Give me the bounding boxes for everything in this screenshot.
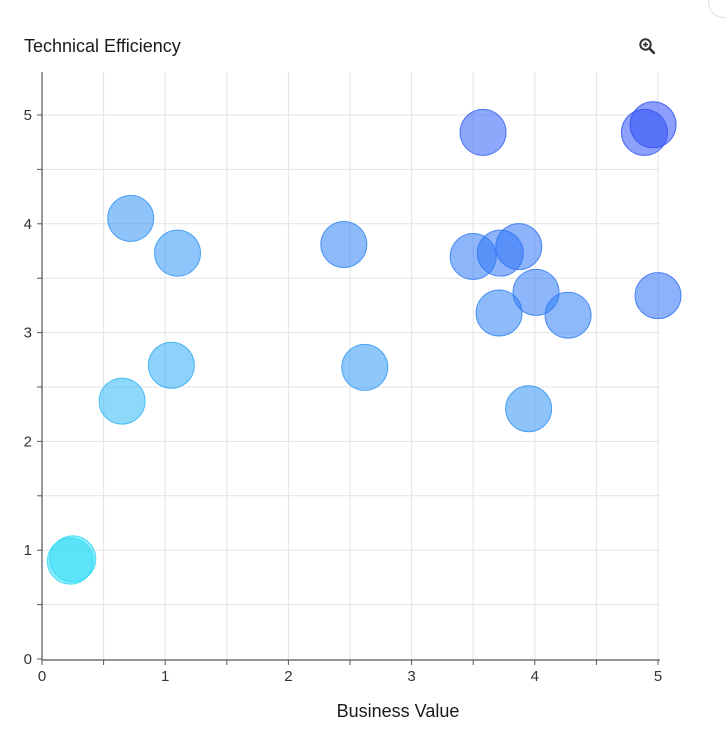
data-point [46,537,94,585]
data-point [107,194,155,242]
data-point [629,101,677,149]
data-point [98,377,146,425]
bubble-series [46,101,682,585]
y-tick-label: 4 [24,216,32,233]
x-tick-label: 0 [38,668,46,685]
data-point [147,341,195,389]
data-point [634,272,682,320]
x-tick-label: 5 [654,668,662,685]
x-tick-label: 3 [407,668,415,685]
zoom-in-icon[interactable] [638,37,656,55]
x-tick-label: 1 [161,668,169,685]
data-point [475,289,523,337]
data-point [154,229,202,277]
y-tick-label: 3 [24,325,32,342]
y-tick-label: 1 [24,542,32,559]
y-tick-label: 0 [24,651,32,668]
y-tick-label: 2 [24,433,32,450]
tick-marks [37,114,659,665]
data-point [341,343,389,391]
data-point [320,220,368,268]
y-axis-title: Technical Efficiency [24,36,181,56]
tick-labels: 0 1 2 3 4 5 0 1 2 3 4 5 [24,107,663,685]
data-point [459,108,507,156]
x-axis-title: Business Value [337,701,460,721]
axes [41,72,660,661]
x-tick-label: 4 [531,668,539,685]
y-tick-label: 5 [24,107,32,124]
x-tick-label: 2 [284,668,292,685]
data-point [544,291,592,339]
data-point [495,223,543,271]
data-point [505,385,553,433]
